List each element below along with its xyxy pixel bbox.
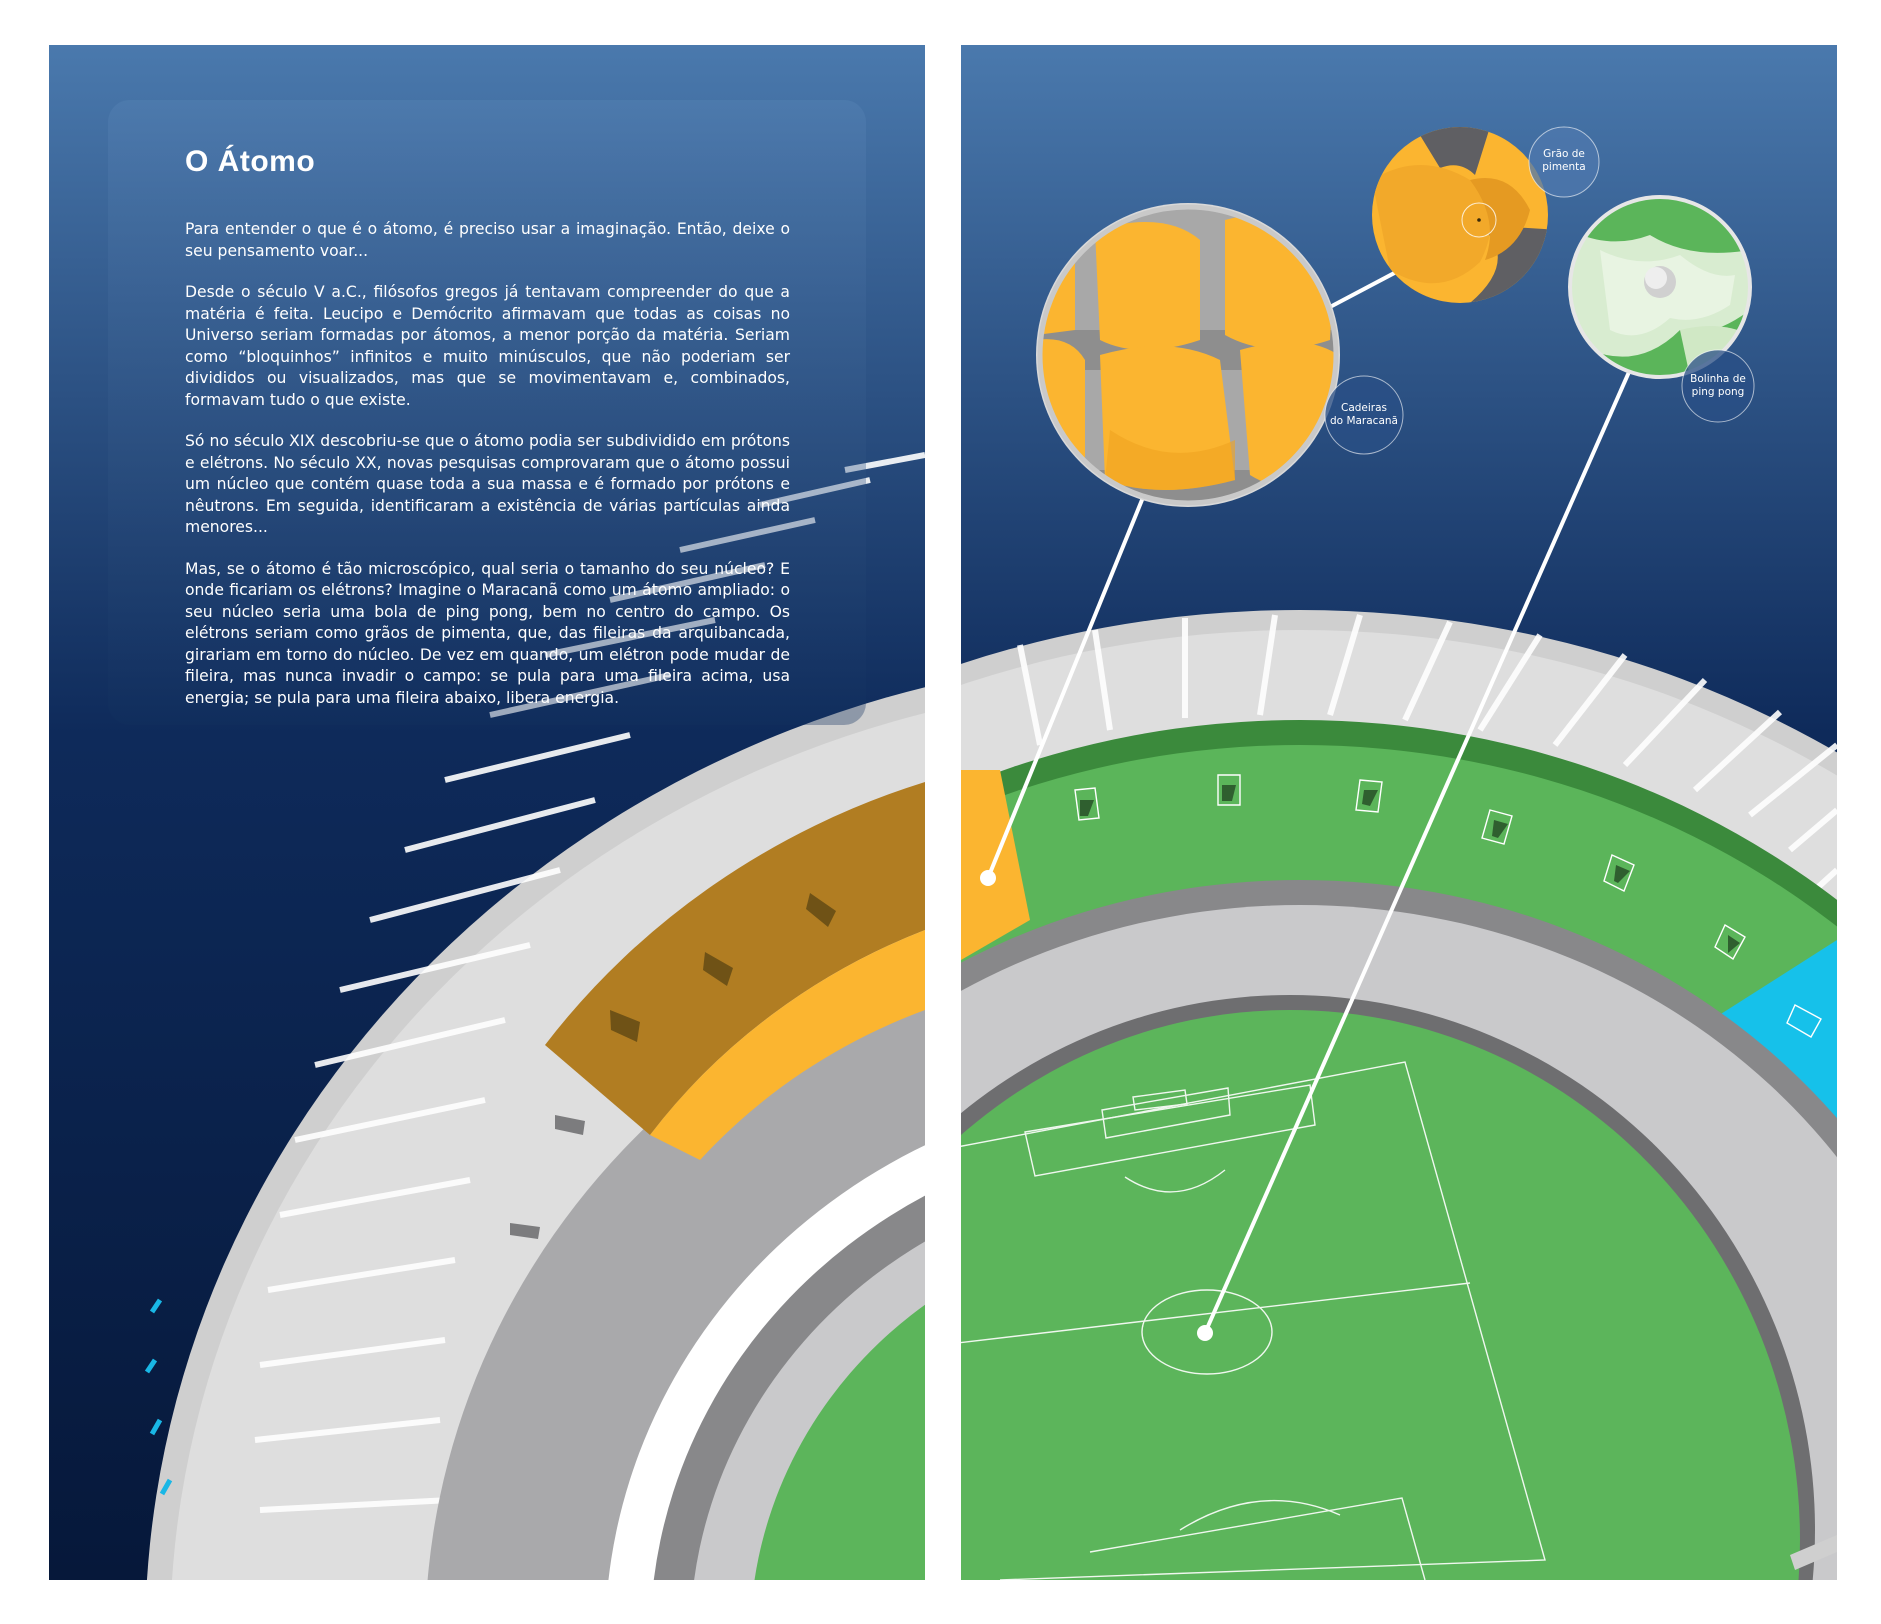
field-left — [754, 1304, 925, 1580]
label-ball-line1: Bolinha de — [1690, 373, 1746, 385]
paragraph-4: Mas, se o átomo é tão microscópico, qual… — [185, 559, 790, 707]
paragraph-1: Para entender o que é o átomo, é preciso… — [185, 220, 790, 260]
nucleus-dot — [1197, 1325, 1213, 1341]
stand-dark-orange — [545, 782, 925, 1135]
paragraph-2: Desde o século V a.C., filósofos gregos … — [185, 283, 790, 409]
text-box-background — [108, 100, 866, 725]
zoom-bubble-seats — [1036, 203, 1340, 507]
connector-pepper — [1329, 268, 1401, 309]
label-bubble-pepper: Grão de pimenta — [1528, 126, 1600, 198]
tunnel-markers-right — [1074, 774, 1822, 1038]
label-seats-line1: Cadeiras — [1341, 402, 1387, 414]
label-bubble-ball: Bolinha de ping pong — [1681, 349, 1755, 423]
label-pepper-line2: pimenta — [1542, 161, 1585, 173]
zoom-bubble-ball — [1568, 195, 1752, 379]
label-bubble-seats: Cadeiras do Maracanã — [1324, 375, 1404, 455]
tunnel-markers-left — [610, 893, 836, 1042]
left-panel — [49, 45, 925, 1580]
connector-lines — [986, 268, 1631, 1334]
stand-orange — [650, 930, 925, 1160]
intro-text-panel: O Átomo Para entender o que é o átomo, é… — [185, 145, 790, 729]
connector-seats — [986, 494, 1146, 879]
pitch-markings — [961, 1061, 1546, 1580]
label-pepper-line1: Grão de — [1543, 148, 1585, 160]
field-right — [961, 1010, 1800, 1580]
label-ball-line2: ping pong — [1692, 386, 1745, 398]
page-title: O Átomo — [185, 145, 316, 178]
label-seats-line2: do Maracanã — [1330, 415, 1398, 427]
stand-orange-right — [961, 770, 1030, 960]
paragraph-3: Só no século XIX descobriu-se que o átom… — [185, 432, 790, 536]
connector-ball — [1203, 371, 1631, 1334]
zoom-bubble-pepper — [1372, 127, 1548, 303]
electron-dot — [980, 870, 996, 886]
